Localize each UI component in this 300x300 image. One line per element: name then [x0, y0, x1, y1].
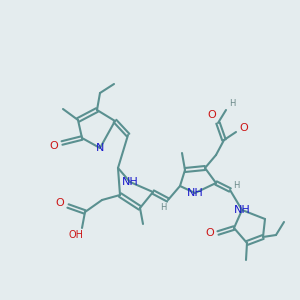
Text: NH: NH	[187, 188, 203, 198]
Text: OH: OH	[68, 230, 83, 240]
Text: H: H	[160, 203, 166, 212]
Text: O: O	[208, 110, 216, 120]
Text: O: O	[56, 198, 64, 208]
Text: O: O	[240, 123, 248, 133]
Text: H: H	[233, 181, 239, 190]
Text: NH: NH	[234, 205, 250, 215]
Text: O: O	[206, 228, 214, 238]
Text: NH: NH	[122, 177, 138, 187]
Text: N: N	[96, 143, 104, 153]
Text: O: O	[50, 141, 58, 151]
Text: H: H	[229, 100, 235, 109]
